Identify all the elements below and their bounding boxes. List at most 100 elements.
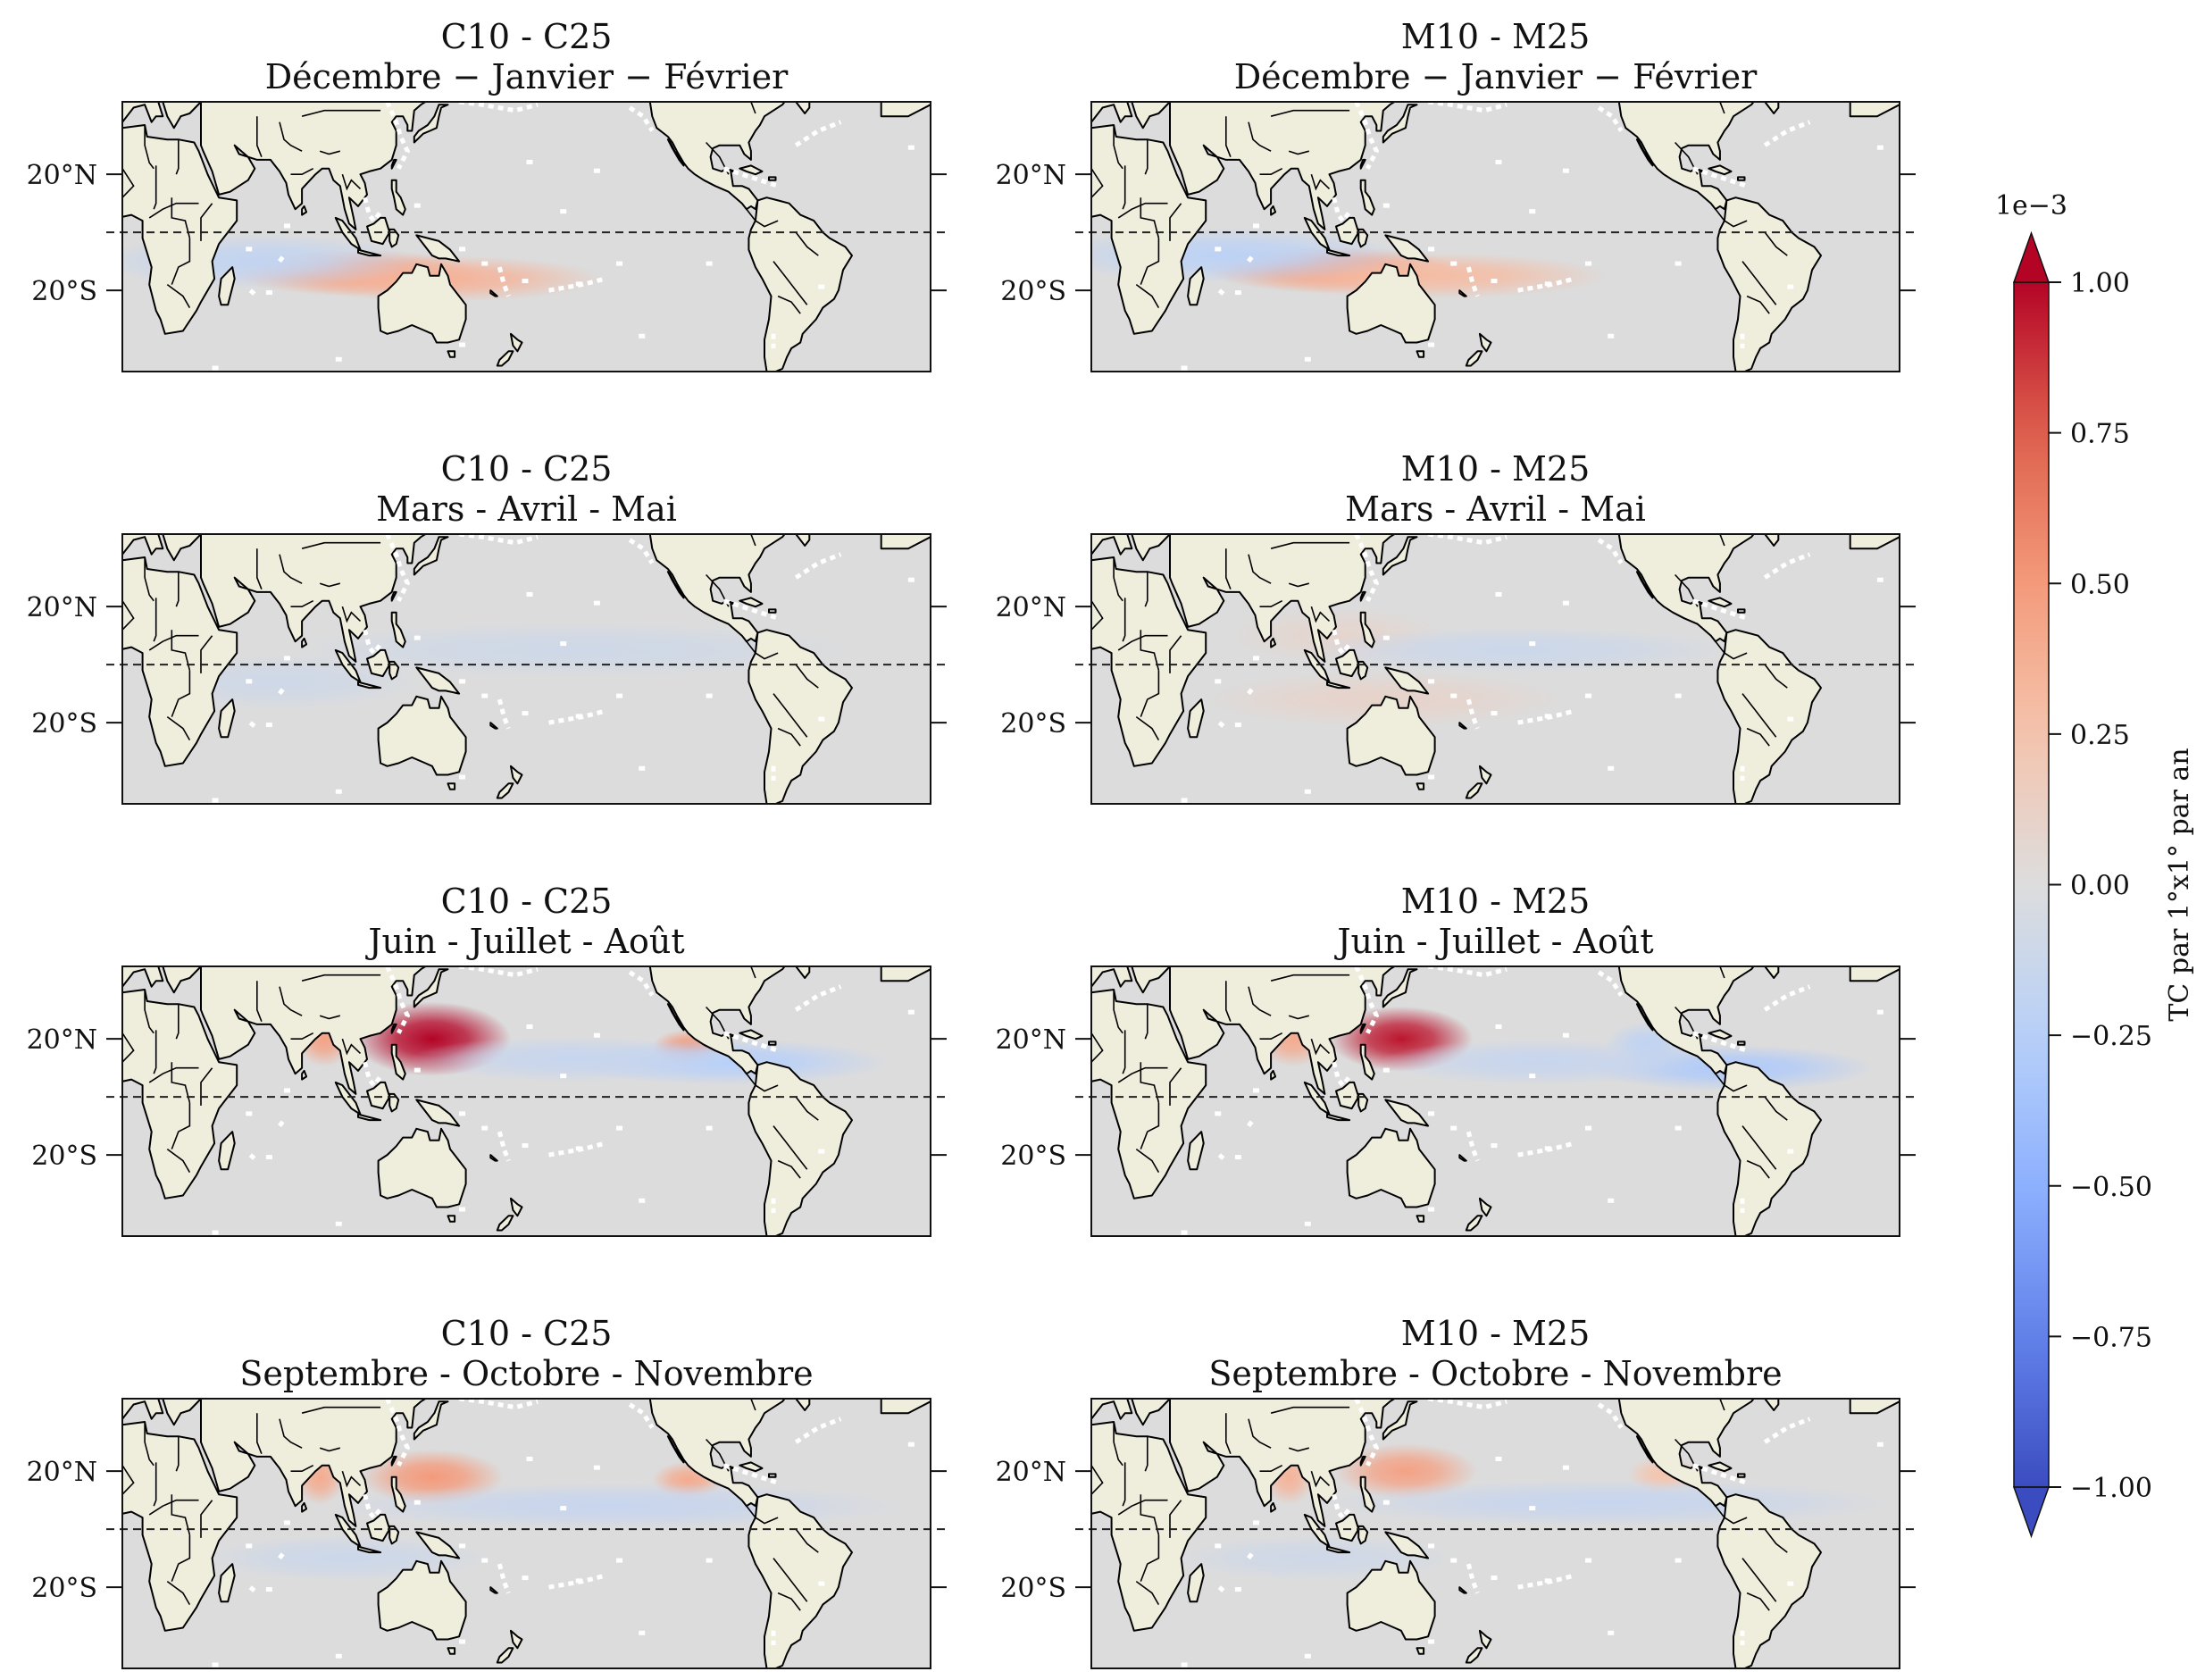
mask-speck [1787,284,1794,289]
mask-speck [335,1221,342,1226]
country-border [144,990,155,1034]
country-border [1144,1436,1148,1472]
country-border [290,1032,314,1040]
mask-speck [818,1581,825,1586]
land-mass [1416,782,1425,790]
mask-speck [1787,716,1794,722]
country-border [1225,548,1232,589]
land-mass [739,597,764,608]
land-mass [1478,332,1492,353]
mask-speck [1529,1506,1536,1511]
mask-speck [1428,774,1435,780]
mask-speck [212,365,219,371]
land-mass [390,1475,406,1513]
mask-speck [1181,365,1188,371]
land-mass [1737,608,1746,614]
country-border [1715,640,1748,660]
land-mass [162,966,202,994]
land-mass [1849,534,1900,550]
land-mass [357,248,382,257]
mask-gap [385,1399,411,1467]
anomaly-hotspot [1302,626,1733,673]
land-mass [1849,1399,1900,1415]
land-mass [1416,1215,1425,1223]
land-mass [1270,205,1277,216]
mask-speck [1304,1221,1311,1226]
mask-gap [1217,721,1228,731]
mask-speck [1544,1578,1551,1584]
land-mass [1764,1399,1780,1411]
mask-speck [1234,1155,1241,1160]
mask-speck [413,1500,421,1505]
mask-speck [481,693,489,698]
country-border [1270,541,1350,549]
y-tick-label: 20°S [1000,1141,1066,1172]
country-border [1122,165,1126,210]
land-mass [496,1647,514,1664]
land-mass [795,1399,811,1411]
mask-speck [1382,635,1390,640]
panel-subtitle: Mars - Avril - Mai [376,489,677,529]
country-border [1310,1038,1331,1056]
country-border [1122,598,1126,642]
mask-speck [1495,591,1502,597]
land-mass [795,966,811,979]
mask-speck [1491,1143,1498,1149]
land-mass [795,534,811,547]
mask-speck [284,656,290,661]
mask-speck [1234,290,1241,296]
land-mass [1326,1113,1351,1122]
country-border [1746,295,1770,314]
land-mass [1617,1399,1755,1508]
country-border [175,1436,180,1472]
country-border [1113,1422,1123,1467]
land-mass [1737,1473,1746,1478]
mask-speck [1215,1111,1222,1116]
land-mass [1708,597,1733,608]
land-mass [388,660,400,681]
land-mass [1617,102,1755,211]
country-border [1117,634,1168,651]
country-border [1140,1534,1160,1582]
y-tick-label: 20°N [27,1457,97,1488]
mask-speck [1450,1125,1457,1131]
land-mass [880,966,931,982]
country-border [795,1528,819,1553]
land-mass [1708,1029,1733,1041]
land-mass [1716,196,1822,372]
country-border [1715,1073,1748,1092]
land-mass [377,695,467,776]
country-border [1746,1592,1770,1611]
land-mass [1764,534,1780,547]
colorbar-label: TC par 1°x1° par an [2164,748,2195,1021]
mask-speck [818,1149,825,1154]
country-border [773,261,808,305]
land-mass [1091,534,1133,556]
land-mass [1335,216,1360,246]
land-mass [390,611,406,648]
mask-speck [459,1543,466,1549]
country-border [1764,231,1788,256]
land-mass [666,571,685,599]
land-mass [739,1029,764,1041]
mask-speck [1215,679,1222,684]
mask-speck [907,577,915,582]
land-mass [1716,1061,1822,1236]
panel-subtitle: Septembre - Octobre - Novembre [239,1354,813,1393]
mask-speck [526,159,533,164]
mask-gap [794,984,842,1012]
land-mass [666,1003,685,1032]
land-mass [1326,248,1351,257]
mask-speck [265,723,272,728]
colorbar-gradient [2014,282,2049,1487]
mask-gap [794,1417,842,1444]
panel-frame [121,533,931,805]
country-border [1288,150,1310,155]
mask-speck [1529,641,1536,647]
mask-speck [335,789,342,794]
country-border [1719,102,1725,114]
